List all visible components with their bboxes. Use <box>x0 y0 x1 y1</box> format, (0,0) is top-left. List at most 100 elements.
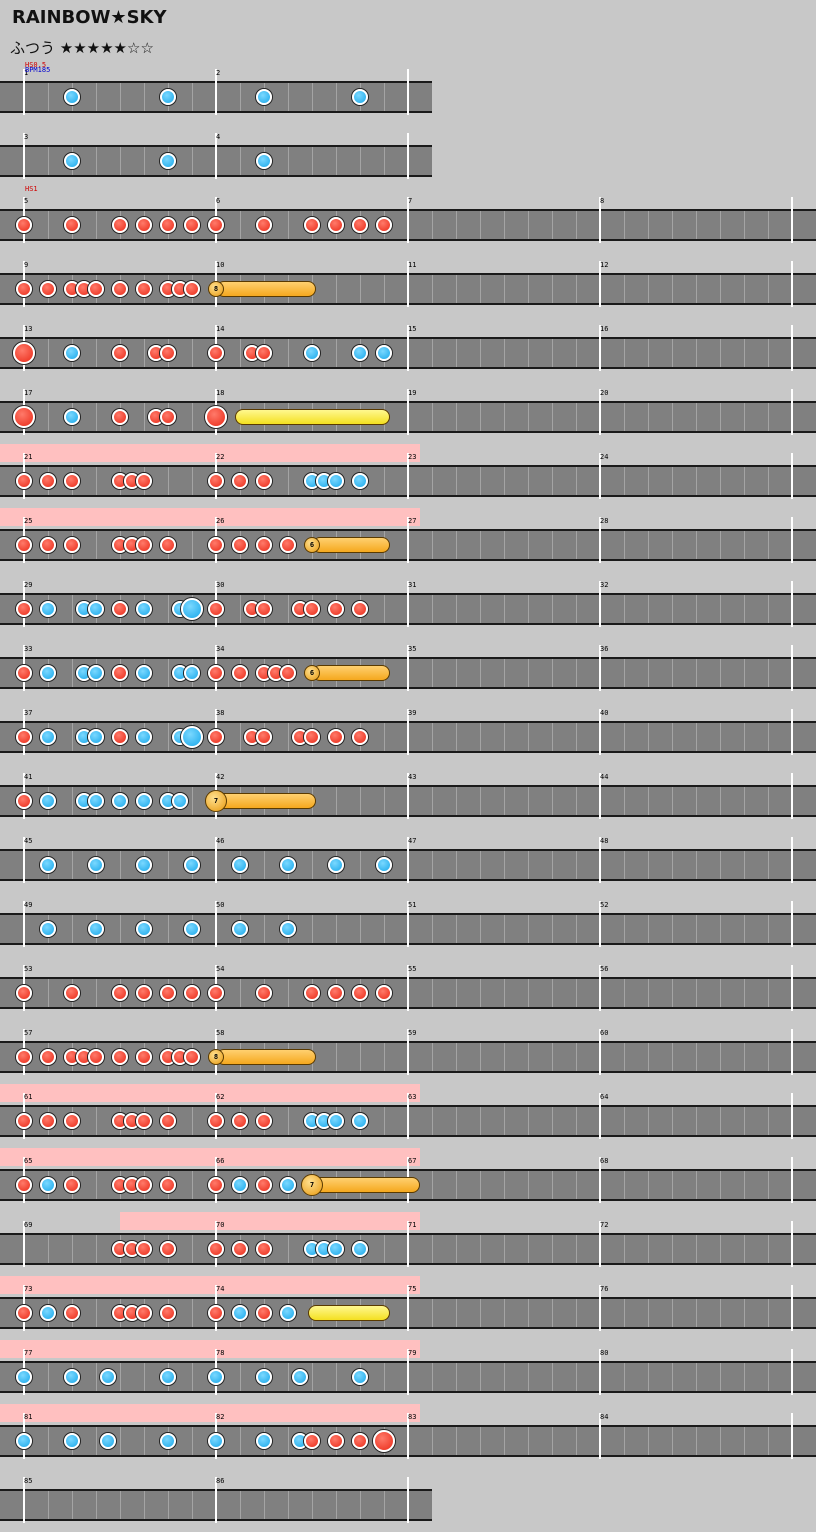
bar-line <box>599 709 601 755</box>
don-note <box>208 1305 224 1321</box>
beat-line <box>552 1427 553 1455</box>
ka-note <box>112 793 128 809</box>
beat-line <box>96 83 97 111</box>
beat-line <box>240 595 241 623</box>
don-note <box>40 281 56 297</box>
beat-line <box>624 659 625 687</box>
don-note <box>208 665 224 681</box>
ka-note <box>280 921 296 937</box>
don-note <box>328 217 344 233</box>
beat-line <box>336 1491 337 1519</box>
don-note <box>136 537 152 553</box>
don-note <box>304 985 320 1001</box>
beat-line <box>552 211 553 239</box>
bar-number: 61 <box>24 1093 33 1101</box>
balloon-roll-note <box>216 793 316 809</box>
beat-line <box>648 1427 649 1455</box>
bar-number: 82 <box>216 1413 225 1421</box>
beat-line <box>96 1171 97 1199</box>
note-lane <box>0 901 816 947</box>
don-note <box>256 729 272 745</box>
don-note <box>16 1177 32 1193</box>
ka-note <box>232 1305 248 1321</box>
ka-note <box>256 89 272 105</box>
beat-line <box>648 1299 649 1327</box>
beat-line <box>96 1491 97 1519</box>
beat-line <box>168 851 169 879</box>
bar-line <box>407 965 409 1011</box>
ka-note <box>352 1369 368 1385</box>
beat-line <box>648 787 649 815</box>
beat-line <box>648 211 649 239</box>
don-note <box>136 1241 152 1257</box>
beat-line <box>456 1363 457 1391</box>
beat-line <box>768 1235 769 1263</box>
beat-line <box>432 403 433 431</box>
beat-line <box>696 1107 697 1135</box>
beat-line <box>504 723 505 751</box>
ka-note-big <box>181 598 203 620</box>
bar-line <box>791 197 793 243</box>
ka-note <box>280 1177 296 1193</box>
beat-line <box>264 851 265 879</box>
bar-line <box>215 901 217 947</box>
don-note <box>256 473 272 489</box>
don-note <box>208 345 224 361</box>
ka-note <box>100 1369 116 1385</box>
ka-note <box>352 1113 368 1129</box>
beat-line <box>312 83 313 111</box>
bar-number: 43 <box>408 773 417 781</box>
ka-note <box>160 1433 176 1449</box>
beat-line <box>768 1043 769 1071</box>
beat-line <box>648 339 649 367</box>
beat-line <box>768 1427 769 1455</box>
beat-line <box>120 83 121 111</box>
ka-note <box>232 857 248 873</box>
beat-line <box>192 787 193 815</box>
chart-row: 61 62 63 64 <box>0 1084 816 1148</box>
bar-number: 51 <box>408 901 417 909</box>
beat-line <box>576 979 577 1007</box>
beat-line <box>720 211 721 239</box>
ka-note <box>64 409 80 425</box>
don-note <box>136 1177 152 1193</box>
bar-number: 3 <box>24 133 29 141</box>
beat-line <box>480 1171 481 1199</box>
bar-line <box>599 453 601 499</box>
beat-line <box>528 211 529 239</box>
bar-number: 79 <box>408 1349 417 1357</box>
bar-line <box>407 773 409 819</box>
bar-line <box>407 1349 409 1395</box>
beat-line <box>384 467 385 495</box>
beat-line <box>768 275 769 303</box>
beat-line <box>48 1427 49 1455</box>
bar-number: 1 <box>24 69 29 77</box>
beat-line <box>456 1299 457 1327</box>
don-note <box>208 473 224 489</box>
note-lane <box>0 325 816 371</box>
beat-line <box>552 1235 553 1263</box>
balloon-note: 7 <box>301 1174 323 1196</box>
beat-line <box>336 275 337 303</box>
bar-number: 58 <box>216 1029 225 1037</box>
beat-line <box>480 979 481 1007</box>
beat-line <box>96 1427 97 1455</box>
beat-line <box>192 1171 193 1199</box>
gogo-section <box>120 1212 420 1230</box>
don-note <box>232 473 248 489</box>
bar-line <box>791 901 793 947</box>
chart-row: 77 78 79 80 <box>0 1340 816 1404</box>
beat-line <box>432 915 433 943</box>
ka-note <box>328 473 344 489</box>
beat-line <box>696 211 697 239</box>
bar-line <box>791 325 793 371</box>
bar-line <box>791 453 793 499</box>
beat-line <box>240 979 241 1007</box>
beat-line <box>432 1171 433 1199</box>
beat-line <box>696 403 697 431</box>
ka-note <box>88 857 104 873</box>
beat-line <box>96 531 97 559</box>
beat-line <box>552 1171 553 1199</box>
don-note <box>232 1113 248 1129</box>
